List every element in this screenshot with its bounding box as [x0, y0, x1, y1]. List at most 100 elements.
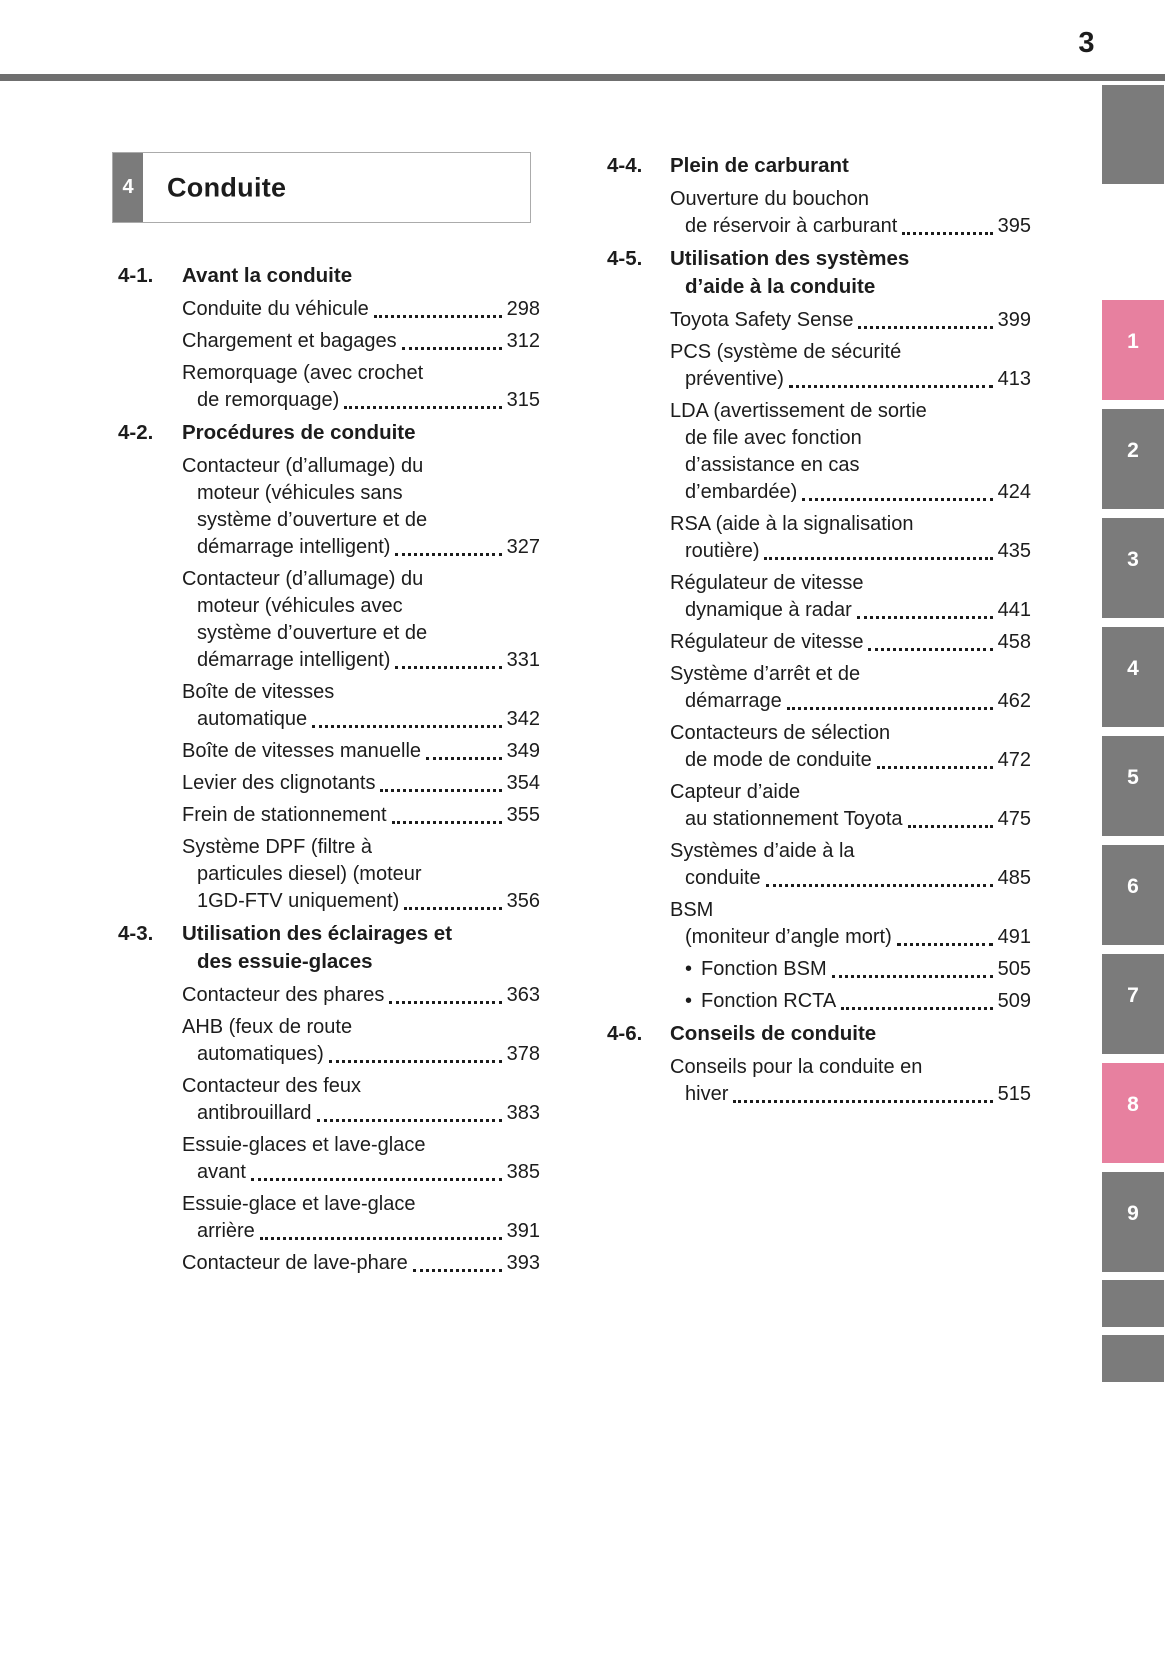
side-tab-9[interactable]: 9 — [1102, 1172, 1164, 1272]
section-title: Conseils de conduite — [670, 1020, 1031, 1048]
toc-entry[interactable]: RSA (aide à la signalisation routière) 435 — [607, 511, 1031, 565]
toc-entry-lastline: conduite 485 — [670, 865, 1031, 892]
section-title: Avant la conduite — [182, 262, 540, 290]
dotted-leader — [874, 747, 996, 774]
toc-entry[interactable]: Frein de stationnement 355 — [112, 802, 540, 829]
toc-entry[interactable]: Toyota Safety Sense 399 — [607, 307, 1031, 334]
toc-entry[interactable]: Système d’arrêt et de démarrage 462 — [607, 661, 1031, 715]
toc-entry[interactable]: Contacteur de lave-phare 393 — [112, 1250, 540, 1277]
dotted-leader — [392, 647, 504, 674]
toc-section: 4-4. Plein de carburant Ouverture du bouch… — [607, 152, 1031, 240]
toc-entry-page: 331 — [506, 649, 540, 671]
toc-entry-lastline: préventive) 413 — [670, 366, 1031, 393]
toc-entry[interactable]: Essuie-glace et lave-glace arrière 391 — [112, 1191, 540, 1245]
tab-label: 6 — [1127, 875, 1139, 898]
toc-entry[interactable]: Régulateur de vitesse 458 — [607, 629, 1031, 656]
toc-entry[interactable]: Systèmes d’aide à la conduite 485 — [607, 838, 1031, 892]
toc-entry[interactable]: Contacteur (d’allumage) du moteur (véhicu… — [112, 566, 540, 674]
toc-entry-line: moteur (véhicules sans — [197, 482, 403, 504]
toc-entry[interactable]: Contacteur des phares 363 — [112, 982, 540, 1009]
chapter-title: Conduite — [167, 172, 287, 202]
toc-entry-line: Toyota Safety Sense — [670, 309, 854, 331]
toc-entry[interactable]: PCS (système de sécurité préventive) 413 — [607, 339, 1031, 393]
toc-entry[interactable]: Capteur d’aide au stationnement Toyota 475 — [607, 779, 1031, 833]
toc-entry-lastline: Chargement et bagages 312 — [182, 328, 540, 355]
toc-entry-lastline: • Fonction RCTA 509 — [670, 988, 1031, 1015]
toc-entry[interactable]: AHB (feux de route automatiques) 378 — [112, 1014, 540, 1068]
toc-entry[interactable]: Essuie-glaces et lave-glace avant 385 — [112, 1132, 540, 1186]
toc-entry[interactable]: Contacteur des feux antibrouillard 383 — [112, 1073, 540, 1127]
section-title-line: Avant la conduite — [182, 264, 353, 287]
toc-entry-line: Frein de stationnement — [182, 804, 387, 826]
tab-label: 1 — [1127, 330, 1139, 353]
toc-section: 4-5. Utilisation des systèmes d’aide à la … — [607, 245, 1031, 1015]
side-tab-2[interactable]: 2 — [1102, 409, 1164, 509]
toc-entry-line: arrière — [197, 1220, 255, 1242]
toc-entry-line: système d’ouverture et de — [197, 509, 428, 531]
side-tab-4[interactable]: 4 — [1102, 627, 1164, 727]
toc-entry-line: d’embardée) — [685, 481, 798, 503]
toc-entry[interactable]: Contacteur (d’allumage) du moteur (véhicu… — [112, 453, 540, 561]
dotted-leader — [410, 1250, 505, 1277]
section-title-line: Utilisation des systèmes — [670, 247, 910, 270]
toc-entry-page: 515 — [997, 1083, 1031, 1105]
tab-label: 3 — [1127, 548, 1139, 571]
side-tab-7[interactable]: 7 — [1102, 954, 1164, 1054]
section-number: 4-6. — [607, 1022, 643, 1045]
toc-entry[interactable]: BSM (moniteur d’angle mort) 491 — [607, 897, 1031, 951]
toc-section: 4-1. Avant la conduite Conduite du véhicul… — [112, 262, 540, 414]
side-tab-5[interactable]: 5 — [1102, 736, 1164, 836]
toc-entry-page: 378 — [506, 1043, 540, 1065]
toc-entry-page: 356 — [506, 890, 540, 912]
toc-entry[interactable]: LDA (avertissement de sortie de file avec… — [607, 398, 1031, 506]
tab-label: 7 — [1127, 984, 1139, 1007]
dotted-leader — [854, 597, 996, 624]
side-tab-short-blank[interactable] — [1102, 1280, 1164, 1327]
toc-entry-line: Fonction RCTA — [701, 990, 837, 1012]
dotted-leader — [855, 307, 995, 334]
toc-entry-line: avant — [197, 1161, 246, 1183]
toc-entry[interactable]: Contacteurs de sélection de mode de condu… — [607, 720, 1031, 774]
toc-entry-lastline: dynamique à radar 441 — [670, 597, 1031, 624]
toc-entry[interactable]: Boîte de vitesses automatique 342 — [112, 679, 540, 733]
toc-entry-page: 355 — [506, 804, 540, 826]
toc-entry-lastline: Boîte de vitesses manuelle 349 — [182, 738, 540, 765]
dotted-leader — [838, 988, 995, 1015]
side-tab-1[interactable]: 1 — [1102, 300, 1164, 400]
toc-entry[interactable]: Système DPF (filtre à particules diesel) … — [112, 834, 540, 915]
side-tab-6[interactable]: 6 — [1102, 845, 1164, 945]
toc-entry[interactable]: • Fonction BSM 505 — [607, 956, 1031, 983]
toc-entry-page: 505 — [997, 958, 1031, 980]
section-number: 4-1. — [118, 264, 154, 287]
toc-entry-line: Fonction BSM — [701, 958, 827, 980]
side-tab-top-blank[interactable] — [1102, 85, 1164, 184]
toc-entry-line: 1GD-FTV uniquement) — [197, 890, 400, 912]
toc-entry-line: LDA (avertissement de sortie — [670, 400, 927, 422]
side-tab-3[interactable]: 3 — [1102, 518, 1164, 618]
toc-entry-line: Contacteur des feux — [182, 1075, 361, 1097]
dotted-leader — [389, 802, 505, 829]
toc-entry-page: 395 — [997, 215, 1031, 237]
toc-entry-lastline: de remorquage) 315 — [182, 387, 540, 414]
toc-entry[interactable]: Conseils pour la conduite en hiver 515 — [607, 1054, 1031, 1108]
toc-entry-line: Ouverture du bouchon — [670, 188, 870, 210]
toc-entry[interactable]: Régulateur de vitesse dynamique à radar 44… — [607, 570, 1031, 624]
toc-entry-lastline: Levier des clignotants 354 — [182, 770, 540, 797]
toc-entry[interactable]: Chargement et bagages 312 — [112, 328, 540, 355]
toc-entry-line: démarrage — [685, 690, 782, 712]
toc-entry-page: 458 — [997, 631, 1031, 653]
toc-entry-page: 312 — [506, 330, 540, 352]
toc-entry-line: automatique — [197, 708, 308, 730]
toc-entry[interactable]: Boîte de vitesses manuelle 349 — [112, 738, 540, 765]
toc-entry[interactable]: Remorquage (avec crochet de remorquage) 31… — [112, 360, 540, 414]
side-tab-short-blank[interactable] — [1102, 1335, 1164, 1382]
toc-entry-page: 315 — [506, 389, 540, 411]
side-tab-8[interactable]: 8 — [1102, 1063, 1164, 1163]
toc-entry[interactable]: Conduite du véhicule 298 — [112, 296, 540, 323]
toc-entry-line: Régulateur de vitesse — [670, 631, 864, 653]
toc-entry[interactable]: Levier des clignotants 354 — [112, 770, 540, 797]
toc-entry[interactable]: • Fonction RCTA 509 — [607, 988, 1031, 1015]
dotted-leader — [399, 328, 505, 355]
toc-entry-page: 399 — [997, 309, 1031, 331]
toc-entry[interactable]: Ouverture du bouchon de réservoir à carbu… — [607, 186, 1031, 240]
